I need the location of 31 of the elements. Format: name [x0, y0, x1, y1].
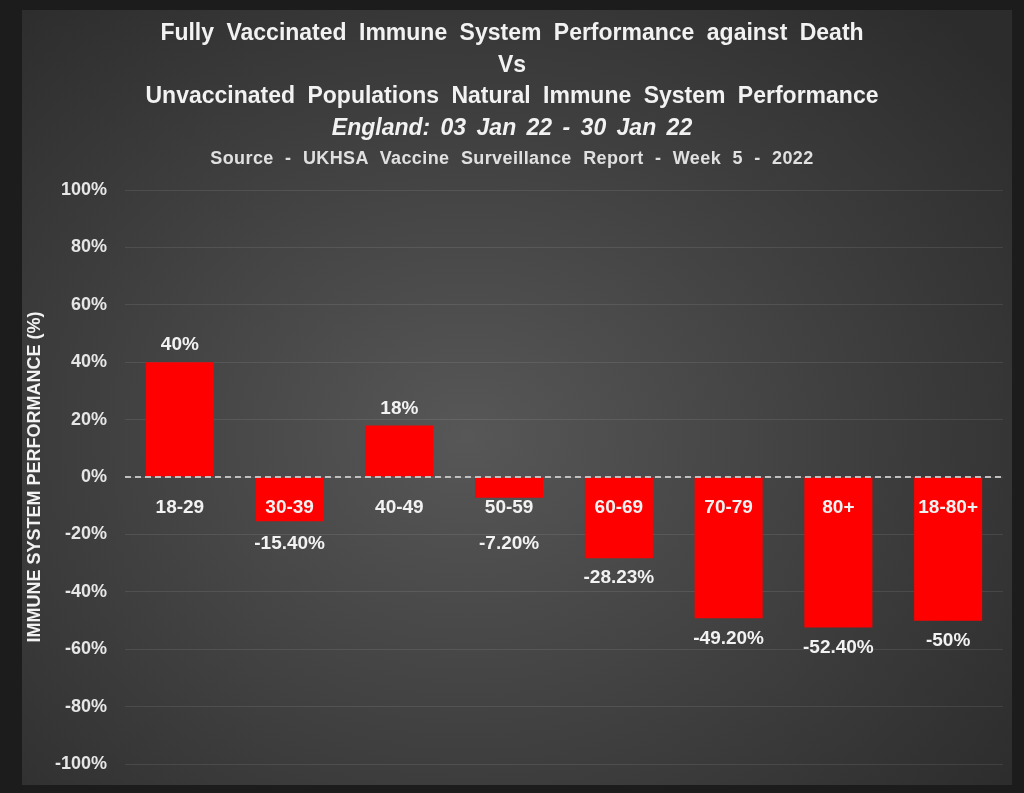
data-label: -28.23%	[583, 566, 655, 588]
x-tick-label: 50-59	[484, 495, 534, 517]
y-tick-label: 0%	[80, 466, 107, 487]
chart-title: Fully Vaccinated Immune System Performance against Death Vs Unvaccinated Populations Natural Immune System Performance	[144, 18, 880, 110]
data-label: -52.40%	[802, 635, 874, 657]
chart-subtitle: England: 03 Jan 22 - 30 Jan 22	[330, 113, 694, 142]
x-tick-label: 30-39	[265, 495, 314, 517]
y-tick-label: 100%	[60, 178, 107, 199]
y-tick-label: -60%	[64, 638, 107, 659]
y-tick-label: 60%	[70, 293, 107, 314]
x-tick-label: 18-29	[155, 495, 205, 517]
y-tick-label: 20%	[70, 408, 107, 429]
data-label: -15.40%	[254, 532, 326, 554]
y-tick-label: -100%	[54, 753, 107, 774]
data-label: 18%	[380, 396, 419, 418]
x-tick-label: 80+	[822, 495, 855, 517]
data-label: -49.20%	[693, 626, 765, 648]
data-label: -7.20%	[479, 532, 540, 554]
source-note: Source - UKHSA Vaccine Surveillance Report - Week 5 - 2022	[209, 147, 815, 169]
x-tick-label: 18-80+	[918, 495, 978, 517]
x-tick-label: 60-69	[594, 495, 644, 517]
x-tick-label: 40-49	[375, 495, 424, 517]
y-tick-label: 40%	[70, 351, 107, 372]
y-tick-label: -40%	[64, 580, 107, 601]
data-label: 40%	[160, 333, 199, 355]
data-label: -50%	[925, 628, 971, 650]
y-tick-label: -80%	[64, 695, 107, 716]
y-tick-label: -20%	[64, 523, 107, 544]
y-axis-title: IMMUNE SYSTEM PERFORMANCE (%)	[23, 311, 44, 643]
x-tick-label: 70-79	[704, 495, 753, 517]
y-tick-label: 80%	[70, 236, 107, 257]
